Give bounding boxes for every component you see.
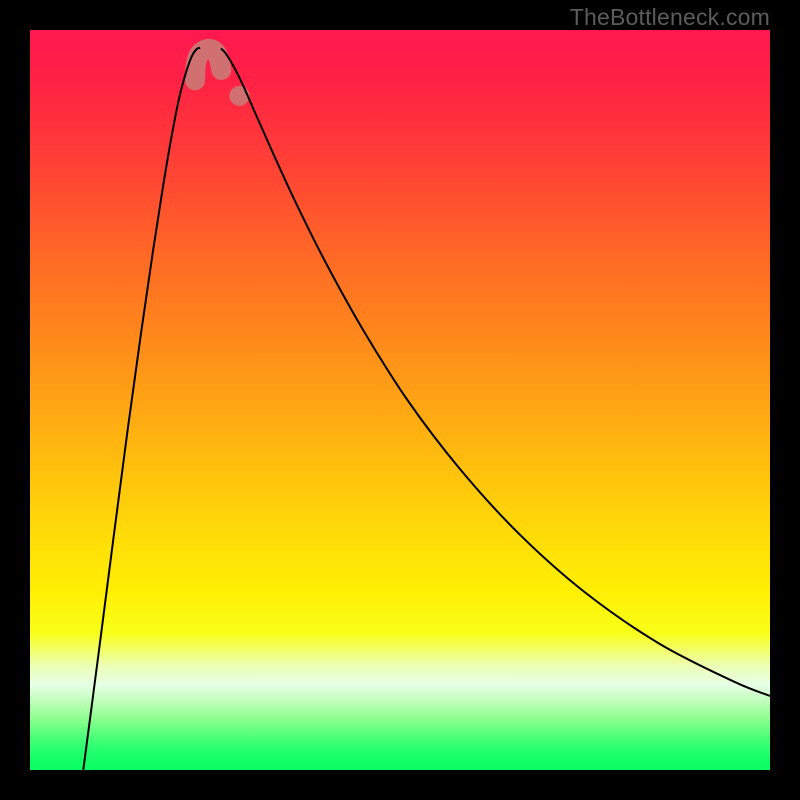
- gradient-background: [30, 30, 770, 770]
- bottleneck-chart: [0, 0, 800, 800]
- highlight-dot: [229, 86, 249, 106]
- plot-area: [30, 30, 770, 770]
- chart-stage: TheBottleneck.com: [0, 0, 800, 800]
- watermark-text: TheBottleneck.com: [570, 4, 770, 31]
